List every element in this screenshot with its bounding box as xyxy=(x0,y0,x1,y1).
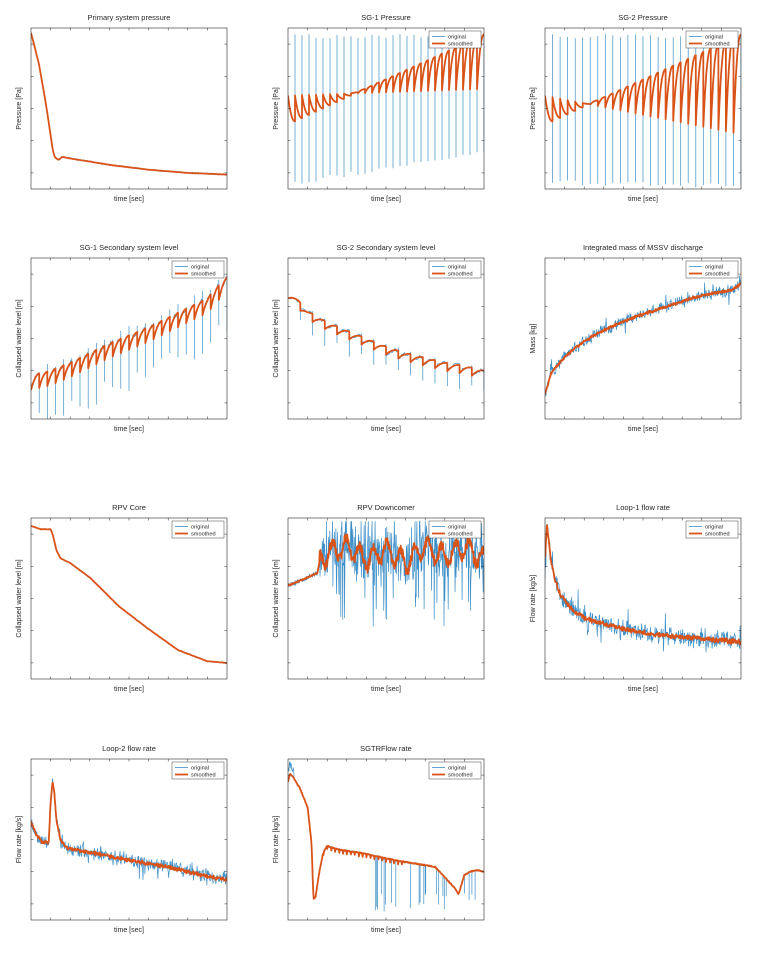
y-axis-label: Flow rate [kg/s] xyxy=(530,575,537,623)
y-axis-label: Collapsed water level [m] xyxy=(273,299,280,377)
chart-title: Loop-1 flow rate xyxy=(616,503,670,512)
series-line-smoothed xyxy=(31,276,227,391)
legend-label-original: original xyxy=(191,766,209,772)
axes-box xyxy=(30,517,228,680)
legend-label-smoothed: smoothed xyxy=(448,773,473,779)
chart-panel-5: SG-2 Secondary system level Collapsed wat… xyxy=(273,243,485,433)
legend-label-smoothed: smoothed xyxy=(191,272,216,278)
y-axis-label: Collapsed water level [m] xyxy=(16,559,23,637)
legend-label-original: original xyxy=(705,265,723,271)
y-axis-label: Flow rate [kg/s] xyxy=(273,816,280,864)
legend-label-smoothed: smoothed xyxy=(448,42,473,48)
chart-title: SG-2 Secondary system level xyxy=(337,243,436,252)
x-axis-label: time [sec] xyxy=(114,927,144,934)
series-line-smoothed xyxy=(545,33,741,134)
y-axis-label: Mass [kg] xyxy=(530,323,537,353)
chart-panel-2: SG-1 Pressure Pressure [Pa] time [sec] orig… xyxy=(273,13,485,203)
legend-label-original: original xyxy=(191,265,209,271)
legend-label-original: original xyxy=(705,35,723,41)
chart-panel-10: Loop-2 flow rate Flow rate [kg/s] time [se… xyxy=(16,744,228,934)
chart-title: Loop-2 flow rate xyxy=(102,744,156,753)
chart-panel-7: RPV Core Collapsed water level [m] time [s… xyxy=(16,503,228,693)
series-line-smoothed xyxy=(31,525,227,664)
legend-label-original: original xyxy=(191,525,209,531)
x-axis-label: time [sec] xyxy=(114,196,144,203)
chart-title: SGTRFlow rate xyxy=(360,744,412,753)
axes-box xyxy=(287,257,485,420)
x-axis-label: time [sec] xyxy=(371,686,401,693)
legend-label-smoothed: smoothed xyxy=(191,532,216,538)
legend-label-original: original xyxy=(448,766,466,772)
series-line-original xyxy=(31,778,227,886)
x-axis-label: time [sec] xyxy=(114,426,144,433)
chart-panel-4: SG-1 Secondary system level Collapsed wat… xyxy=(16,243,228,433)
series-line-smoothed xyxy=(288,533,484,587)
axes-box xyxy=(30,27,228,190)
series-line-original xyxy=(31,525,227,664)
x-axis-label: time [sec] xyxy=(371,196,401,203)
series-line-original xyxy=(288,33,484,184)
legend-label-smoothed: smoothed xyxy=(191,773,216,779)
series-line-original xyxy=(288,297,484,390)
chart-title: Integrated mass of MSSV discharge xyxy=(583,243,703,252)
chart-panel-3: SG-2 Pressure Pressure [Pa] time [sec] orig… xyxy=(530,13,742,203)
chart-title: SG-2 Pressure xyxy=(618,13,668,22)
legend-label-smoothed: smoothed xyxy=(705,42,730,48)
series-line-smoothed xyxy=(288,33,484,123)
x-axis-label: time [sec] xyxy=(628,196,658,203)
x-axis-label: time [sec] xyxy=(371,426,401,433)
chart-panel-11: SGTRFlow rate Flow rate [kg/s] time [sec] o… xyxy=(273,744,485,934)
y-axis-label: Pressure [Pa] xyxy=(16,87,23,129)
x-axis-label: time [sec] xyxy=(628,426,658,433)
y-axis-label: Pressure [Pa] xyxy=(530,87,537,129)
legend-label-smoothed: smoothed xyxy=(448,272,473,278)
series-line-original xyxy=(31,32,227,176)
chart-panel-6: Integrated mass of MSSV discharge Mass [k… xyxy=(530,243,742,433)
chart-title: Primary system pressure xyxy=(88,13,171,22)
y-axis-label: Flow rate [kg/s] xyxy=(16,816,23,864)
axes-box xyxy=(544,517,742,680)
x-axis-label: time [sec] xyxy=(371,927,401,934)
y-axis-label: Pressure [Pa] xyxy=(273,87,280,129)
chart-title: SG-1 Secondary system level xyxy=(80,243,179,252)
y-axis-label: Collapsed water level [m] xyxy=(273,559,280,637)
legend-label-original: original xyxy=(448,35,466,41)
series-line-smoothed xyxy=(31,32,227,176)
chart-title: RPV Core xyxy=(112,503,146,512)
series-line-smoothed xyxy=(288,296,484,377)
legend-label-original: original xyxy=(448,265,466,271)
chart-panel-1: Primary system pressure Pressure [Pa] time… xyxy=(16,13,228,203)
chart-title: RPV Downcomer xyxy=(357,503,415,512)
legend-label-original: original xyxy=(705,525,723,531)
legend-label-smoothed: smoothed xyxy=(705,532,730,538)
axes-box xyxy=(544,257,742,420)
y-axis-label: Collapsed water level [m] xyxy=(16,299,23,377)
x-axis-label: time [sec] xyxy=(114,686,144,693)
legend-label-original: original xyxy=(448,525,466,531)
chart-title: SG-1 Pressure xyxy=(361,13,411,22)
chart-panel-8: RPV Downcomer Collapsed water level [m] ti… xyxy=(273,503,485,693)
legend-label-smoothed: smoothed xyxy=(705,272,730,278)
legend-label-smoothed: smoothed xyxy=(448,532,473,538)
series-line-smoothed xyxy=(31,781,227,882)
axes-box xyxy=(287,758,485,921)
series-line-smoothed xyxy=(288,773,484,900)
series-line-smoothed xyxy=(545,282,741,395)
series-line-smoothed xyxy=(545,524,741,646)
x-axis-label: time [sec] xyxy=(628,686,658,693)
chart-panel-9: Loop-1 flow rate Flow rate [kg/s] time [se… xyxy=(530,503,742,693)
